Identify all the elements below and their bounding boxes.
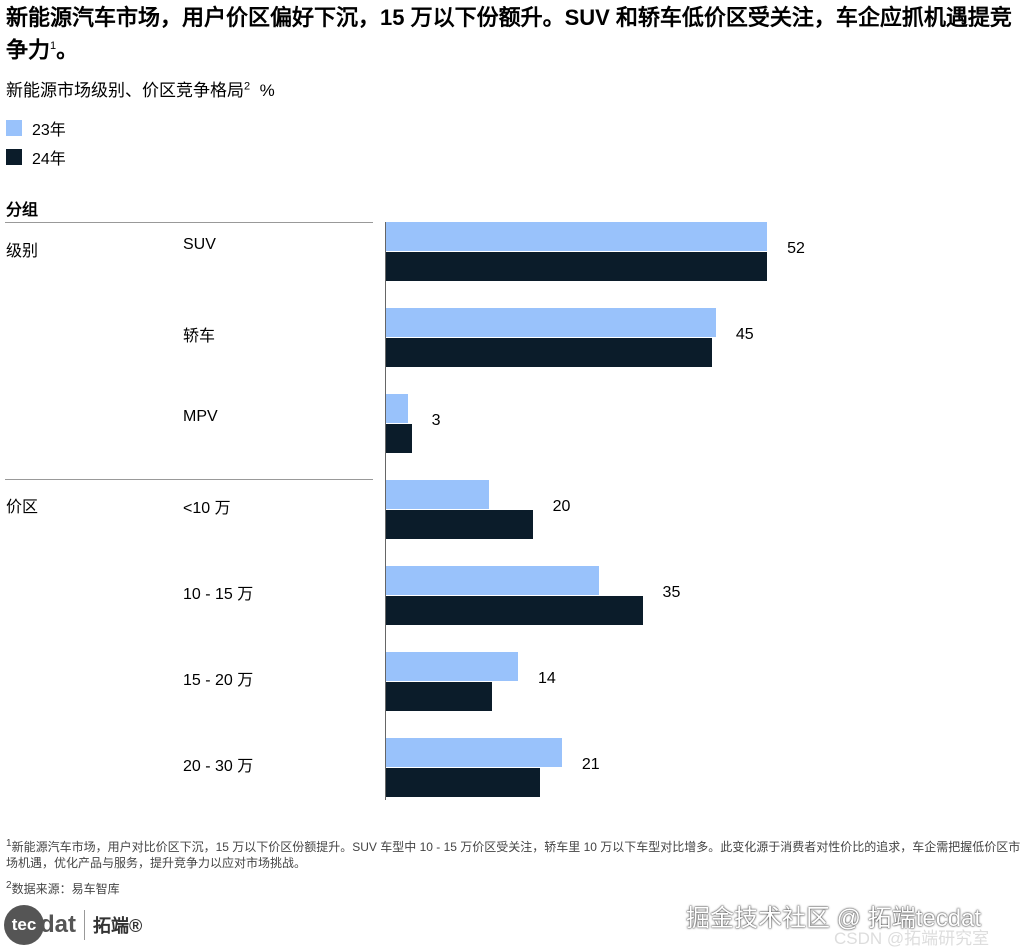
group-label-level: 级别 xyxy=(6,243,39,260)
bar-24 xyxy=(386,337,713,367)
bar-24 xyxy=(386,509,533,539)
category-label: 20 - 30 万 xyxy=(183,758,254,775)
group-divider xyxy=(5,479,373,480)
bar-23 xyxy=(386,566,599,595)
data-label: 52 xyxy=(787,240,805,257)
category-label: 10 - 15 万 xyxy=(183,586,254,603)
data-label: 3 xyxy=(431,412,441,429)
group-header: 分组 xyxy=(6,202,39,219)
bar-23 xyxy=(386,394,408,423)
data-label: 45 xyxy=(735,326,754,343)
watermark: CSDN @拓端研究室 xyxy=(834,929,990,948)
legend-swatch-24 xyxy=(6,149,22,165)
category-label: <10 万 xyxy=(183,500,231,517)
bar-24 xyxy=(386,767,540,797)
chart-subtitle: 新能源市场级别、价区竞争格局2 % xyxy=(6,80,275,100)
bar-24 xyxy=(386,251,768,281)
data-label: 35 xyxy=(662,584,681,601)
legend-item-24: 24年 xyxy=(6,145,66,169)
bar-23 xyxy=(386,308,716,337)
watermark: 掘金技术社区 @ 拓端tecdat xyxy=(686,905,982,932)
data-label: 14 xyxy=(537,670,556,687)
bar-24 xyxy=(386,423,412,453)
data-label: 20 xyxy=(552,498,571,515)
chart-title: 新能源汽车市场，用户价区偏好下沉，15 万以下份额升。SUV 和轿车低价区受关注… xyxy=(6,5,1012,63)
bar-23 xyxy=(386,222,768,251)
bar-24 xyxy=(386,595,643,625)
legend-swatch-23 xyxy=(6,120,22,136)
tecdat-logo: tec dat 拓端® xyxy=(4,905,142,945)
legend-item-23: 23年 xyxy=(6,116,66,140)
category-label: MPV xyxy=(183,408,218,425)
group-label-price: 价区 xyxy=(6,499,39,516)
y-axis-line xyxy=(385,222,386,800)
bar-23 xyxy=(386,738,562,767)
data-label: 21 xyxy=(581,756,600,773)
unit-label: % xyxy=(259,81,275,100)
bar-23 xyxy=(386,652,518,681)
bar-23 xyxy=(386,480,489,509)
bar-24 xyxy=(386,681,493,711)
category-label: SUV xyxy=(183,236,216,253)
footnote-1: 1新能源汽车市场，用户对比价区下沉，15 万以下价区份额提升。SUV 车型中 1… xyxy=(6,838,1021,870)
footnote-2: 2数据来源：易车智库 xyxy=(6,880,120,896)
category-label: 15 - 20 万 xyxy=(183,672,254,689)
category-label: 轿车 xyxy=(183,328,216,345)
group-divider xyxy=(5,222,373,223)
